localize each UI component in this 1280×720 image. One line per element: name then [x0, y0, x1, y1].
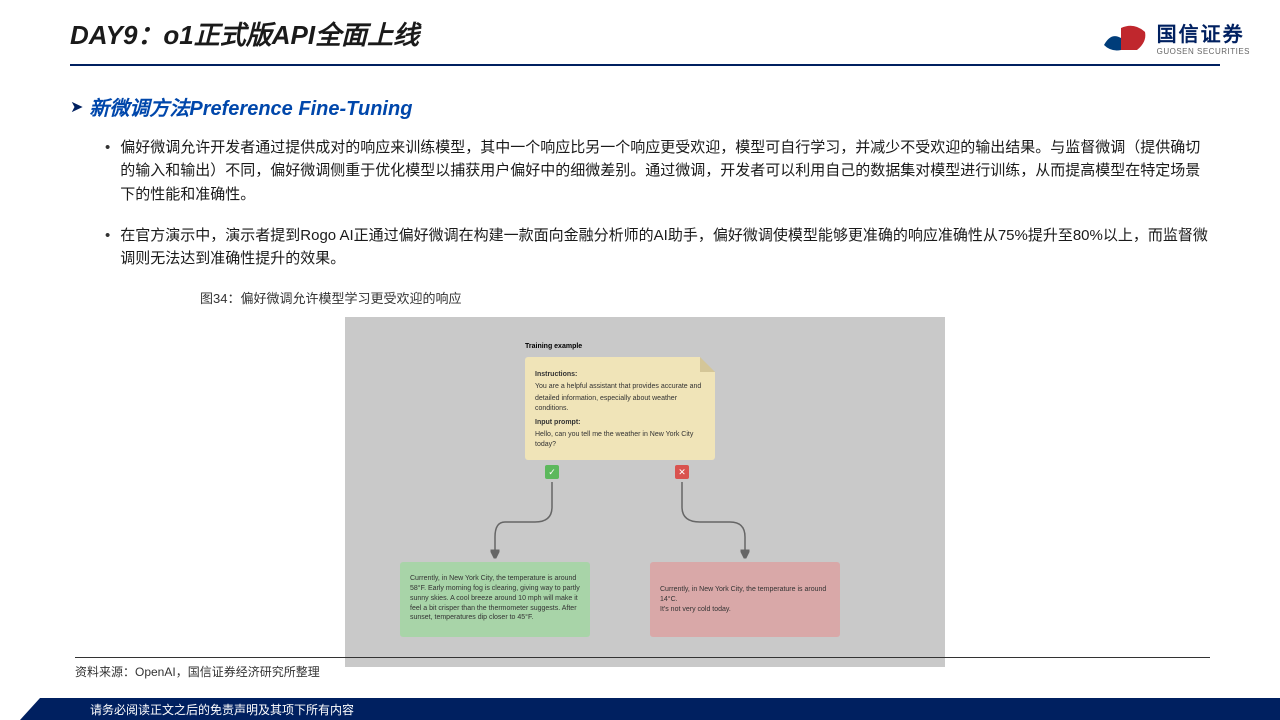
subtitle-text: 新微调方法Preference Fine-Tuning: [89, 92, 412, 121]
rejected-response-box: Currently, in New York City, the tempera…: [650, 562, 840, 637]
logo-mark-icon: [1099, 20, 1149, 55]
figure-diagram: Training example Instructions: You are a…: [345, 317, 945, 667]
response-text: Currently, in New York City, the tempera…: [660, 585, 830, 605]
footer-disclaimer: 请务必阅读正文之后的免责声明及其项下所有内容: [40, 698, 1280, 720]
logo-text-en: GUOSEN SECURITIES: [1157, 47, 1250, 56]
company-logo: 国信证券 GUOSEN SECURITIES: [1099, 18, 1250, 56]
title-underline: [70, 64, 1220, 66]
subtitle: ➤ 新微调方法Preference Fine-Tuning: [70, 92, 1210, 121]
page-title: DAY9：o1正式版API全面上线: [70, 15, 1220, 62]
bullet-marker-icon: •: [105, 224, 110, 271]
bullet-text: 在官方演示中，演示者提到Rogo AI正通过偏好微调在构建一款面向金融分析师的A…: [120, 224, 1210, 271]
response-text: Currently, in New York City, the tempera…: [410, 575, 580, 621]
bullet-item: • 偏好微调允许开发者通过提供成对的响应来训练模型，其中一个响应比另一个响应更受…: [105, 136, 1210, 206]
bullet-item: • 在官方演示中，演示者提到Rogo AI正通过偏好微调在构建一款面向金融分析师…: [105, 224, 1210, 271]
header: DAY9：o1正式版API全面上线 国信证券 GUOSEN SECURITIES: [0, 0, 1280, 74]
figure-caption: 图34：偏好微调允许模型学习更受欢迎的响应: [200, 288, 1210, 307]
bullet-list: • 偏好微调允许开发者通过提供成对的响应来训练模型，其中一个响应比另一个响应更受…: [70, 136, 1210, 270]
arrow-icon: ➤: [70, 97, 83, 117]
preferred-response-box: Currently, in New York City, the tempera…: [400, 562, 590, 637]
bullet-marker-icon: •: [105, 136, 110, 206]
source-text: 资料来源：OpenAI，国信证券经济研究所整理: [75, 663, 1210, 680]
response-text: It's not very cold today.: [660, 605, 830, 615]
source-line: 资料来源：OpenAI，国信证券经济研究所整理: [75, 657, 1210, 680]
content-area: ➤ 新微调方法Preference Fine-Tuning • 偏好微调允许开发…: [0, 74, 1280, 667]
footer-text: 请务必阅读正文之后的免责声明及其项下所有内容: [90, 703, 354, 717]
figure-section: 图34：偏好微调允许模型学习更受欢迎的响应 Training example I…: [70, 288, 1210, 667]
logo-text-cn: 国信证券: [1157, 18, 1250, 47]
bullet-text: 偏好微调允许开发者通过提供成对的响应来训练模型，其中一个响应比另一个响应更受欢迎…: [120, 136, 1210, 206]
